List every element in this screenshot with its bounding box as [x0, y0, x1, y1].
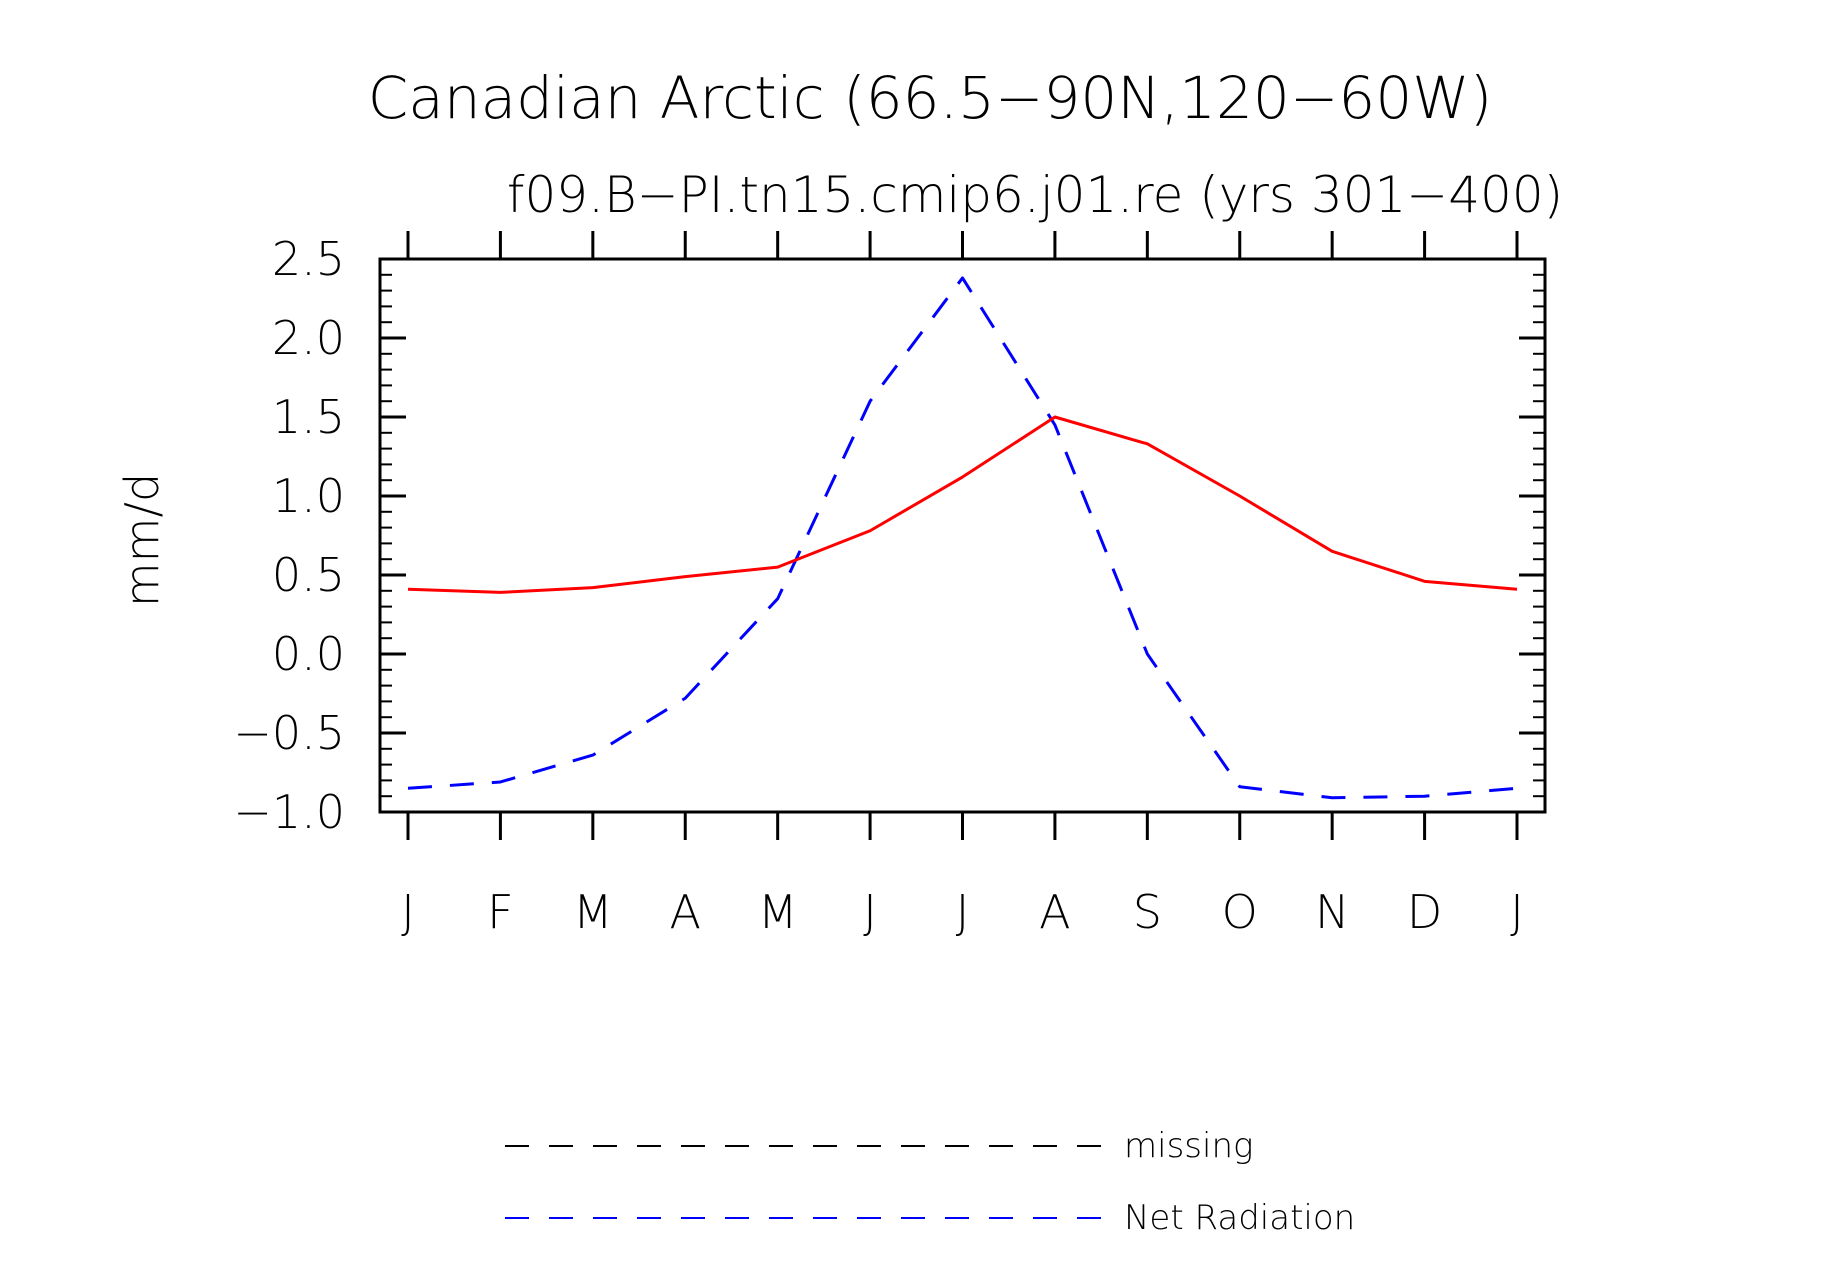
series-line-precipitation — [407, 415, 1518, 594]
x-tick-label: S — [1133, 885, 1162, 939]
legend-label-net-radiation: Net Radiation — [1124, 1198, 1355, 1238]
y-tick-label: 2.5 — [272, 232, 345, 286]
y-tick-label: 0.5 — [272, 548, 345, 602]
x-tick-label: F — [487, 885, 513, 939]
x-tick-label: N — [1315, 885, 1349, 939]
chart-subtitle: f09.B−PI.tn15.cmip6.j01.re (yrs 301−400) — [507, 166, 1563, 224]
x-tick-label: A — [1039, 885, 1070, 939]
plot-area: −1.0 −0.5 0.0 0.5 1.0 1.5 2.0 2.5 J F M A M J J A S O N D J — [233, 231, 1547, 939]
x-tick-label: J — [401, 885, 415, 939]
plot-frame — [378, 257, 1547, 814]
chart-title: Canadian Arctic (66.5−90N,120−60W) — [368, 64, 1492, 132]
x-tick-label: A — [670, 885, 701, 939]
y-tick-label: 2.0 — [272, 311, 345, 365]
y-tick-label: −0.5 — [233, 706, 345, 760]
y-tick-label: 0.0 — [272, 627, 345, 681]
series-line-net-radiation — [407, 276, 1518, 800]
x-tick-label: D — [1407, 885, 1442, 939]
x-tick-label: M — [758, 885, 798, 939]
x-tick-label: J — [1510, 885, 1524, 939]
legend-label-missing: missing — [1124, 1126, 1253, 1166]
y-tick-label: 1.0 — [272, 469, 345, 523]
y-tick-label: −1.0 — [233, 785, 345, 839]
x-tick-label: M — [573, 885, 613, 939]
y-tick-label: 1.5 — [272, 390, 345, 444]
x-tick-label: J — [863, 885, 877, 939]
x-tick-label: O — [1222, 885, 1258, 939]
y-axis-label: mm/d — [115, 473, 169, 607]
x-tick-label: J — [956, 885, 970, 939]
